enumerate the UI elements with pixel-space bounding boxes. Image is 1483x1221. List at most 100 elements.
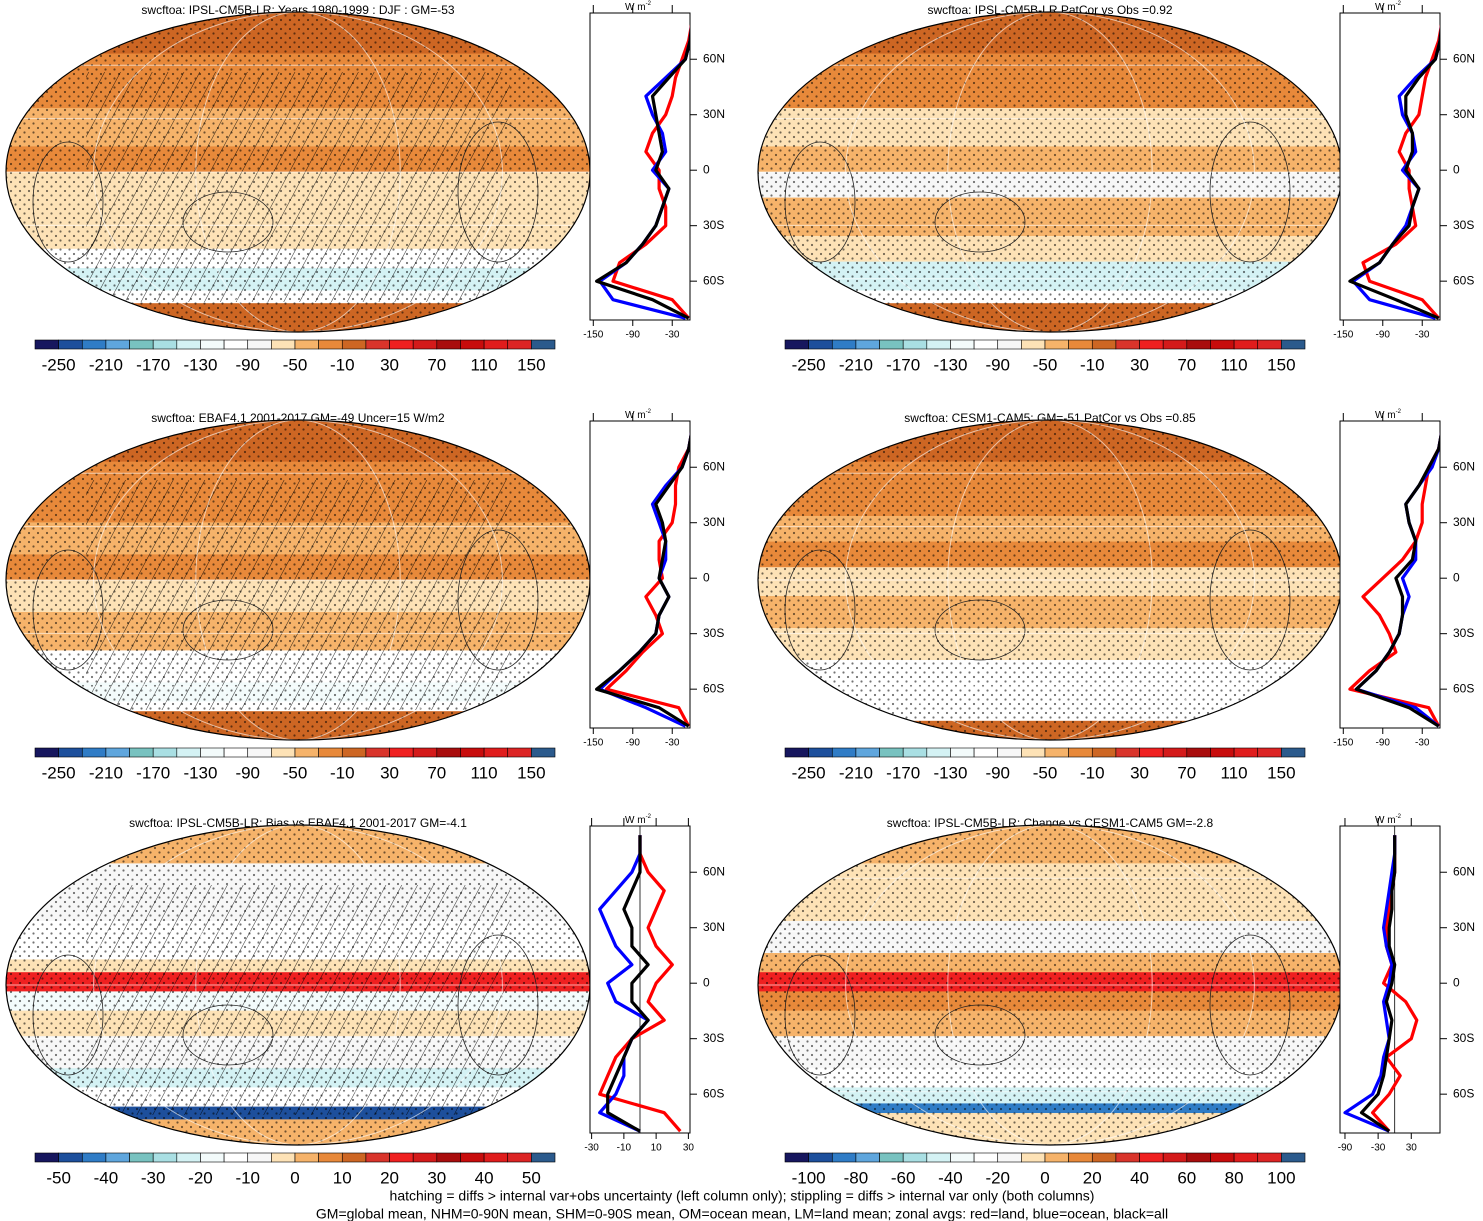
x-tick-label: -30 [1415, 330, 1430, 341]
colorbar-box [831, 747, 857, 758]
colorbar-label: 30 [1130, 355, 1149, 374]
colorbar-box [1021, 747, 1046, 758]
meridian [195, 12, 401, 332]
meridian [947, 12, 1153, 332]
colorbar-label: 30 [380, 355, 399, 374]
colorbar-box [341, 1152, 367, 1163]
colorbar-label: -90 [235, 355, 260, 374]
unit: W m [625, 2, 646, 13]
colorbar-box [200, 1152, 225, 1163]
y-tick-label: 30N [703, 107, 725, 121]
colorbar-box [81, 1152, 107, 1163]
colorbar-box [808, 1152, 833, 1163]
unit: W m [625, 410, 646, 421]
colorbar-box [105, 1152, 130, 1163]
x-tick-label: -90 [626, 738, 641, 749]
map [5, 11, 591, 333]
colorbar-box [271, 1152, 296, 1163]
unit-label: W m-2 [625, 409, 652, 421]
zonal-line [594, 25, 690, 320]
y-tick-label: 60S [1453, 273, 1474, 287]
colorbar-box [902, 747, 928, 758]
map-fill [758, 12, 1342, 332]
colorbar-label: 0 [1040, 1168, 1049, 1187]
colorbar-label: 150 [517, 355, 545, 374]
unit: W m [1375, 410, 1396, 421]
colorbar-box [1139, 1152, 1164, 1163]
colorbar-label: -130 [933, 763, 967, 782]
colorbar-box [1139, 339, 1164, 350]
map-title: swcftoa: IPSL-CM5B-LR: Years 1980-1999 :… [141, 3, 454, 17]
colorbar-box [412, 1152, 438, 1163]
colorbar-box [973, 339, 999, 350]
colorbar-box [412, 339, 438, 350]
y-tick-label: 60S [703, 1086, 724, 1100]
colorbar-box [950, 747, 975, 758]
colorbar-label: -80 [844, 1168, 869, 1187]
colorbar-label: -100 [792, 1168, 826, 1187]
y-tick-label: 60S [1453, 1086, 1474, 1100]
y-tick-label: 30N [1453, 107, 1475, 121]
colorbar-box [129, 747, 154, 758]
colorbar-box [1186, 1152, 1211, 1163]
unit-exponent: -2 [1396, 409, 1402, 415]
map-title: swcftoa: IPSL-CM5B-LR PatCor vs Obs =0.9… [927, 3, 1172, 17]
colorbar-box [1021, 339, 1046, 350]
colorbar-box [997, 747, 1022, 758]
plot-frame [589, 420, 691, 729]
colorbar-box [926, 339, 951, 350]
colorbar-box [1162, 339, 1188, 350]
unit-exponent: -2 [646, 1, 652, 7]
colorbar-box [531, 1152, 556, 1163]
colorbar-label: 70 [1177, 355, 1196, 374]
colorbar-label: -50 [283, 763, 308, 782]
colorbar-box [926, 747, 951, 758]
colorbar-label: -130 [183, 763, 217, 782]
colorbar-box [784, 747, 809, 758]
y-tick-label: 30S [703, 218, 724, 232]
colorbar-label: 40 [475, 1168, 494, 1187]
colorbar-box [1210, 747, 1235, 758]
meridian [195, 825, 401, 1145]
meridian [947, 825, 1153, 1145]
colorbar-box [247, 747, 272, 758]
colorbar-label: -90 [985, 763, 1010, 782]
colorbar-label: 60 [1177, 1168, 1196, 1187]
x-tick-label: -30 [584, 1143, 599, 1154]
zonal-line [1354, 432, 1440, 728]
zonal-line [598, 835, 650, 1133]
colorbar-box [1186, 339, 1211, 350]
colorbar-box [808, 747, 833, 758]
colorbar-label: -130 [183, 355, 217, 374]
colorbar-box [1044, 1152, 1069, 1163]
colorbar-box [200, 339, 225, 350]
colorbar-box [855, 1152, 880, 1163]
hatching [86, 480, 510, 710]
zonal-line [594, 432, 690, 728]
colorbar-box [412, 747, 438, 758]
unit: W m [625, 815, 646, 826]
colorbar-label: 50 [522, 1168, 541, 1187]
colorbar-label: 110 [471, 763, 498, 782]
plot-frame [1339, 420, 1441, 729]
y-tick-label: 30S [1453, 1031, 1474, 1045]
colorbar-label: 80 [1225, 1168, 1244, 1187]
colorbar-box [152, 1152, 178, 1163]
map-title: swcftoa: IPSL-CM5B-LR: Bias vs EBAF4.1 2… [129, 816, 467, 830]
x-tick-label: -90 [626, 330, 641, 341]
colorbar-box [389, 747, 414, 758]
zonal-line [1348, 432, 1440, 727]
colorbar-box [1044, 339, 1069, 350]
colorbar-box [294, 1152, 319, 1163]
colorbar-box [831, 1152, 857, 1163]
colorbar-box [271, 747, 296, 758]
unit-exponent: -2 [1396, 1, 1402, 7]
colorbar-box [831, 339, 857, 350]
colorbar-label: -10 [1080, 355, 1105, 374]
colorbar-box [58, 339, 83, 350]
colorbar-box [105, 747, 130, 758]
colorbar-box [176, 339, 201, 350]
colorbar-label: -170 [136, 355, 170, 374]
colorbar-box [1091, 1152, 1117, 1163]
unit-exponent: -2 [1396, 814, 1402, 820]
